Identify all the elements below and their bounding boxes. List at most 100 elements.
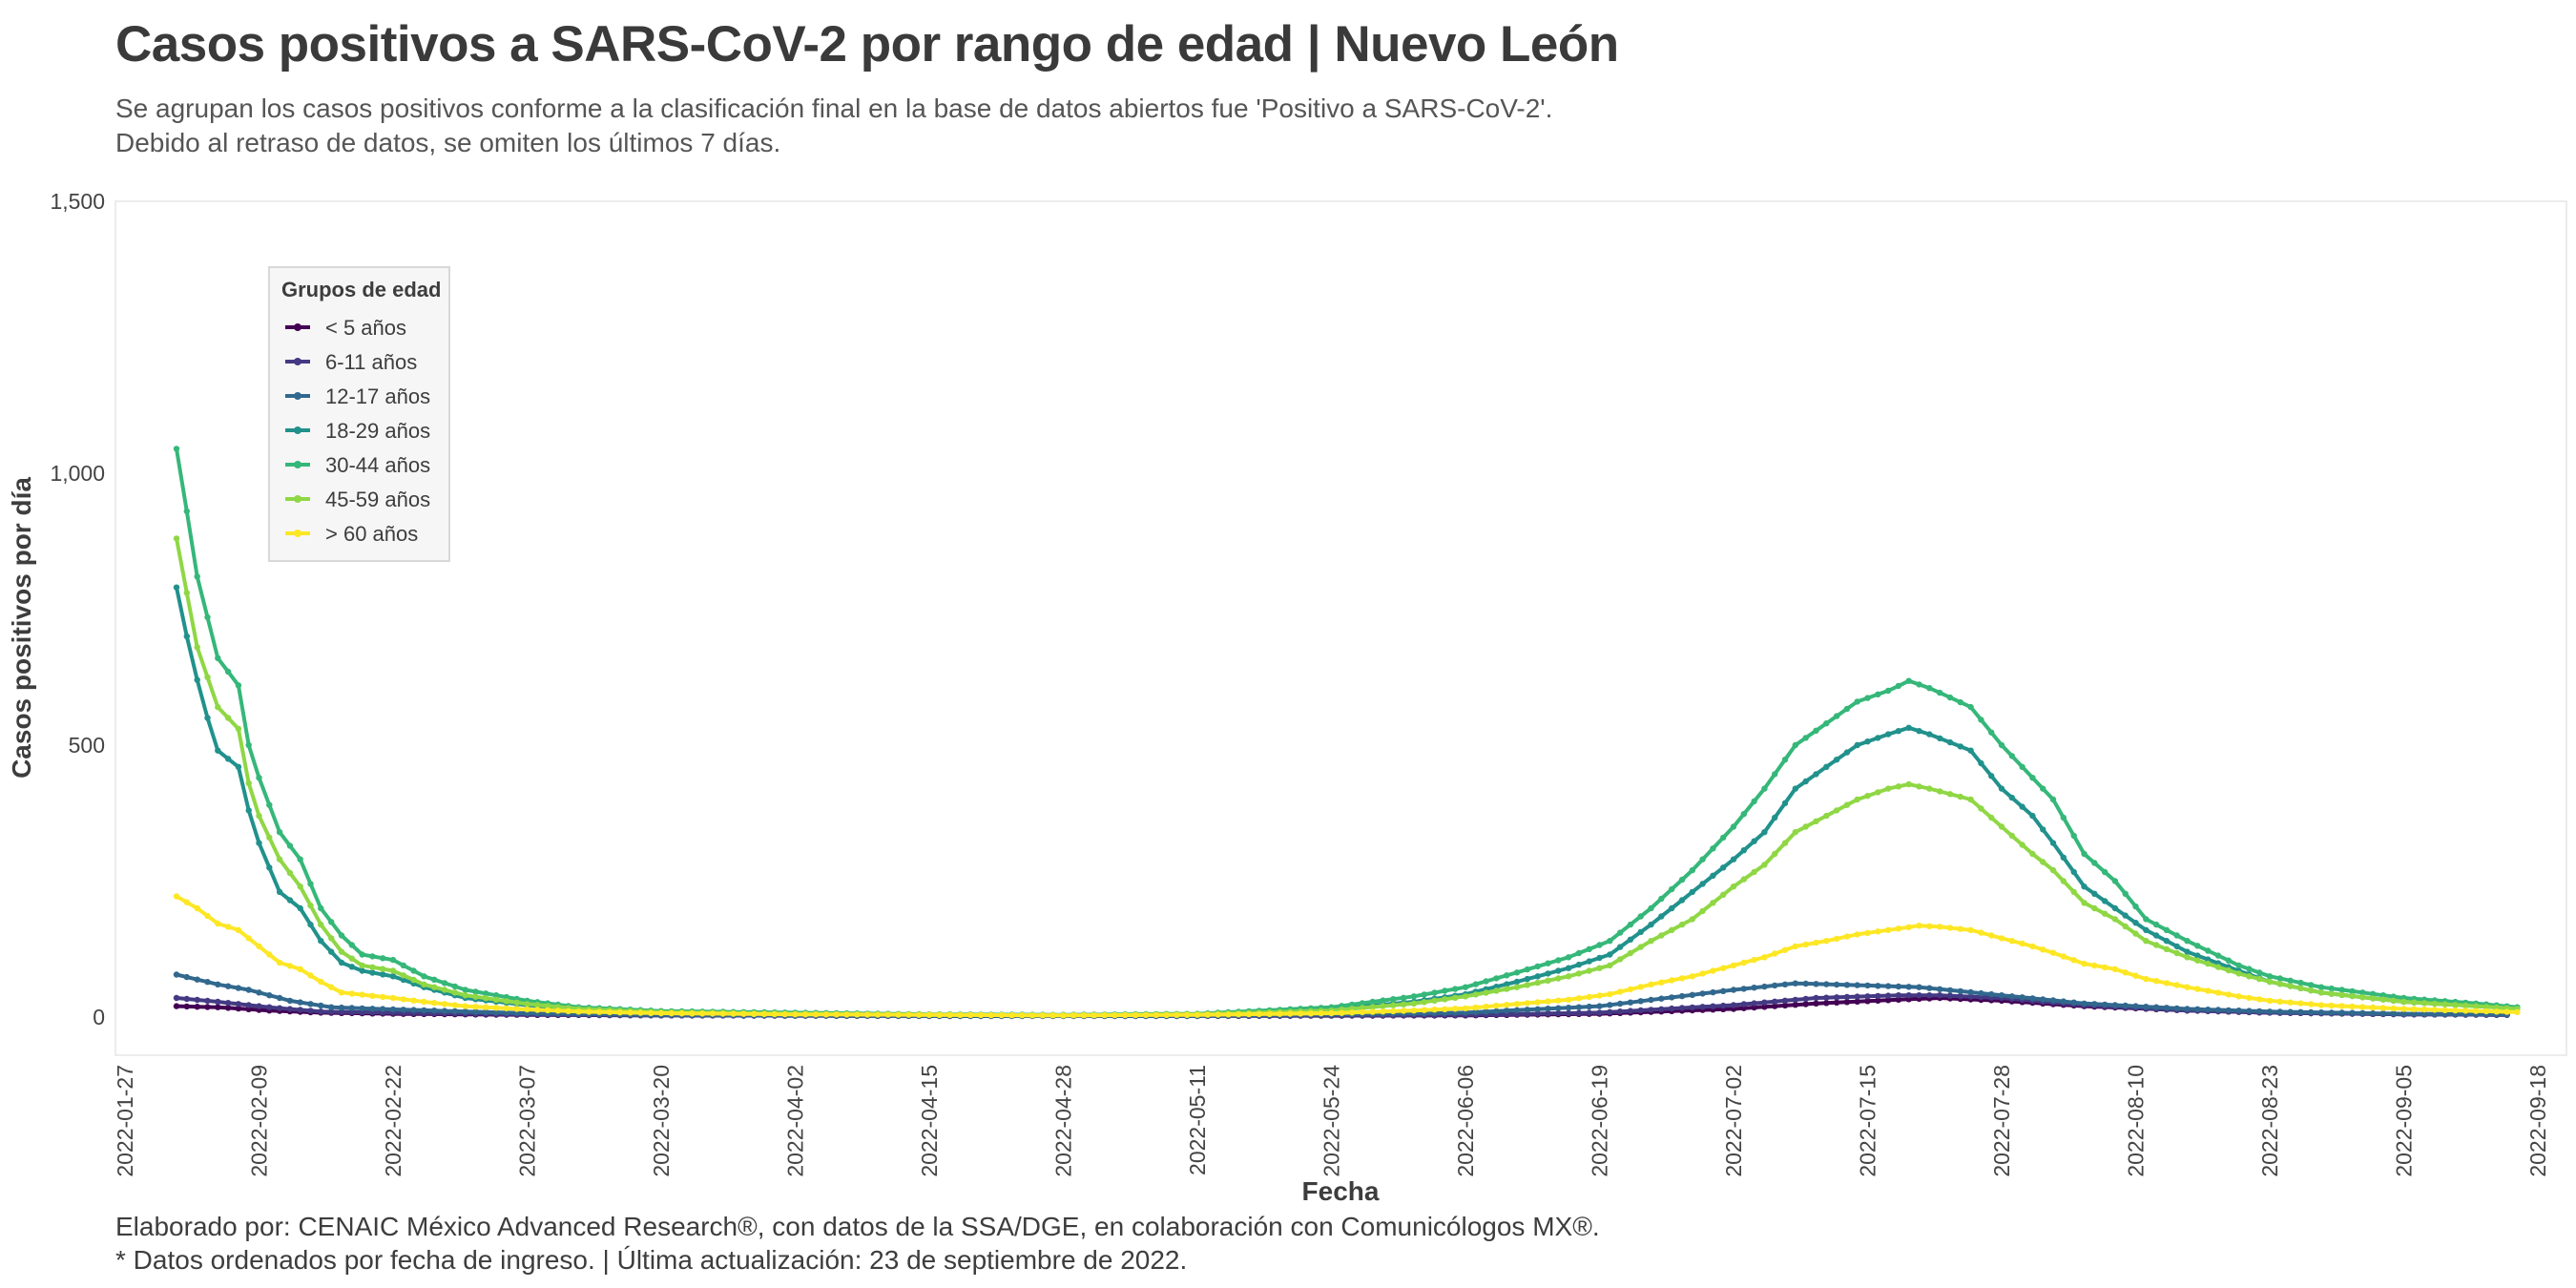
- data-point: [328, 1004, 335, 1010]
- data-point: [2441, 1001, 2448, 1008]
- data-point: [1730, 883, 1737, 890]
- data-point: [719, 1010, 726, 1017]
- data-point: [1875, 789, 1881, 796]
- data-point: [1524, 982, 1531, 988]
- data-point: [1875, 928, 1881, 935]
- data-point: [1813, 818, 1819, 824]
- data-point: [2194, 1006, 2201, 1013]
- data-point: [596, 1008, 603, 1015]
- data-point: [431, 976, 438, 983]
- data-point: [1575, 995, 1583, 1002]
- data-point: [2101, 868, 2109, 876]
- data-point: [1637, 944, 1644, 950]
- x-tick-label: 2022-03-20: [649, 1065, 674, 1177]
- data-point: [2503, 1008, 2510, 1015]
- data-point: [286, 897, 294, 904]
- data-point: [1689, 1004, 1696, 1011]
- legend-item[interactable]: 30-44 años: [281, 450, 448, 479]
- data-point: [286, 1006, 294, 1012]
- legend-item[interactable]: < 5 años: [281, 313, 448, 342]
- data-point: [307, 921, 314, 928]
- data-point: [1534, 1006, 1541, 1013]
- data-point: [483, 1004, 489, 1010]
- legend-item[interactable]: 6-11 años: [281, 347, 448, 376]
- data-point: [2276, 981, 2283, 987]
- data-point: [2514, 1008, 2521, 1016]
- data-point: [1627, 936, 1634, 943]
- data-point: [524, 1006, 530, 1013]
- data-point: [2297, 985, 2304, 992]
- data-point: [1967, 703, 1974, 711]
- data-point: [1864, 982, 1871, 989]
- data-point: [400, 996, 406, 1003]
- data-point: [483, 990, 489, 997]
- data-point: [1710, 845, 1716, 852]
- data-point: [1637, 1007, 1644, 1014]
- data-point: [318, 1002, 324, 1009]
- legend-item[interactable]: 45-59 años: [281, 485, 448, 513]
- data-point: [235, 1005, 242, 1012]
- data-point: [1678, 876, 1686, 883]
- data-point: [1823, 981, 1830, 987]
- data-point: [1730, 1002, 1737, 1008]
- data-point: [1905, 724, 1912, 731]
- data-point: [534, 1007, 541, 1013]
- data-point: [2173, 1005, 2180, 1012]
- data-point: [389, 973, 397, 980]
- data-point: [1504, 972, 1510, 979]
- data-point: [2049, 796, 2057, 803]
- data-point: [1184, 1011, 1191, 1019]
- data-point: [1669, 1005, 1675, 1012]
- data-point: [1843, 999, 1851, 1006]
- data-point: [1410, 1008, 1418, 1014]
- data-point: [2328, 1002, 2335, 1009]
- legend-swatch: [285, 323, 310, 331]
- data-point: [1431, 997, 1438, 1005]
- data-point: [2431, 1000, 2439, 1008]
- legend-item[interactable]: > 60 años: [281, 519, 448, 548]
- data-point: [235, 725, 242, 733]
- data-point: [1627, 999, 1634, 1006]
- data-point: [1864, 929, 1871, 936]
- data-point: [1978, 759, 1984, 767]
- data-point: [513, 1006, 520, 1012]
- data-point: [1864, 695, 1871, 701]
- data-point: [1348, 1001, 1356, 1008]
- data-point: [2266, 1008, 2274, 1015]
- data-point: [1998, 935, 2005, 942]
- legend-item[interactable]: 12-17 años: [281, 382, 448, 410]
- data-point: [380, 993, 386, 1001]
- x-tick-label: 2022-05-11: [1185, 1065, 1210, 1175]
- data-point: [173, 994, 180, 1002]
- legend-title: Grupos de edad: [281, 278, 442, 301]
- data-point: [2379, 1005, 2387, 1011]
- data-point: [1905, 924, 1912, 930]
- data-point: [1740, 811, 1748, 818]
- data-point: [1565, 973, 1572, 980]
- data-point: [1401, 994, 1407, 1002]
- data-point: [307, 881, 314, 887]
- data-point: [1720, 1002, 1727, 1009]
- data-point: [1699, 970, 1706, 977]
- data-point: [998, 1011, 1005, 1019]
- data-point: [256, 989, 262, 996]
- data-point: [895, 1011, 902, 1018]
- data-point: [1802, 941, 1809, 948]
- data-point: [1658, 995, 1665, 1002]
- data-point: [1555, 957, 1562, 964]
- data-point: [1823, 994, 1830, 1001]
- data-point: [194, 1004, 200, 1010]
- data-point: [1256, 1010, 1263, 1018]
- data-point: [1658, 913, 1665, 920]
- data-point: [1833, 807, 1840, 814]
- data-point: [1751, 798, 1757, 805]
- data-point: [1616, 944, 1624, 950]
- data-point: [1575, 1004, 1583, 1010]
- legend-item[interactable]: 18-29 años: [281, 416, 448, 445]
- data-point: [2184, 1006, 2191, 1012]
- data-point: [2060, 814, 2067, 821]
- data-point: [1926, 685, 1933, 692]
- data-point: [2420, 1006, 2428, 1013]
- data-point: [1833, 935, 1840, 943]
- data-point: [2081, 883, 2088, 890]
